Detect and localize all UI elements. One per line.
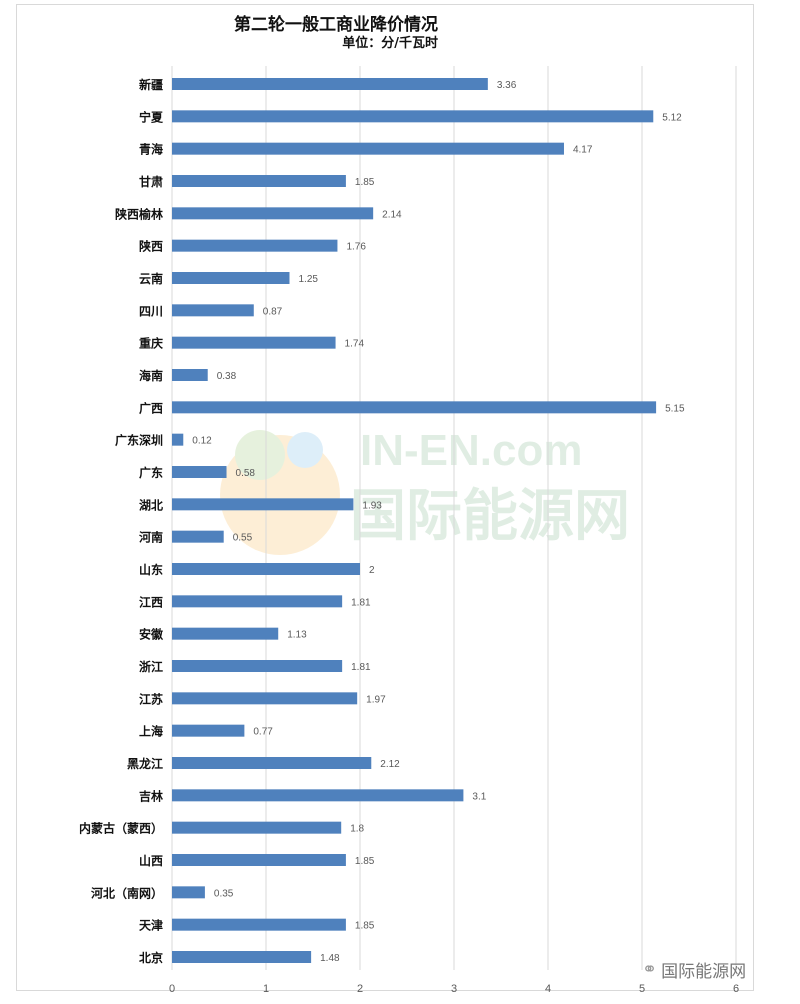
x-tick-label: 6 — [733, 983, 739, 995]
data-label: 1.76 — [346, 242, 366, 253]
category-label: 海南 — [139, 368, 163, 383]
bar — [172, 401, 657, 414]
bar — [172, 175, 346, 187]
data-label: 4.17 — [573, 145, 593, 156]
category-label: 山西 — [139, 853, 163, 868]
data-label: 2.12 — [380, 759, 400, 770]
bar — [172, 821, 342, 834]
category-label: 北京 — [139, 950, 163, 965]
category-label: 天津 — [139, 918, 163, 933]
category-label: 湖北 — [139, 497, 163, 512]
category-label: 内蒙古（蒙西） — [79, 821, 163, 836]
bar — [172, 239, 338, 252]
data-label: 0.12 — [192, 436, 212, 447]
category-label: 广东 — [139, 465, 163, 480]
data-label: 1.8 — [350, 824, 364, 835]
data-label: 1.48 — [320, 953, 340, 964]
category-label: 新疆 — [139, 77, 163, 92]
data-label: 1.81 — [351, 597, 371, 608]
data-label: 5.15 — [665, 403, 685, 414]
category-label: 吉林 — [139, 788, 163, 803]
bar — [172, 563, 360, 575]
category-label: 青海 — [139, 142, 163, 157]
bar — [172, 433, 184, 446]
data-label: 1.74 — [345, 339, 365, 350]
data-label: 1.97 — [366, 694, 386, 705]
x-tick-label: 2 — [357, 983, 363, 995]
category-label: 安徽 — [139, 627, 164, 642]
bar — [172, 660, 343, 672]
bar — [172, 498, 354, 511]
category-label: 广西 — [139, 400, 163, 415]
category-label: 上海 — [139, 724, 163, 739]
bar — [172, 951, 312, 963]
bar — [172, 466, 227, 478]
bar — [172, 627, 279, 640]
data-label: 1.85 — [355, 856, 375, 867]
bar — [172, 78, 488, 90]
data-label: 1.13 — [287, 630, 307, 641]
category-label: 重庆 — [139, 336, 163, 351]
data-label: 0.55 — [233, 533, 253, 544]
bar — [172, 304, 254, 317]
chart-frame — [16, 4, 754, 991]
x-tick-label: 1 — [263, 983, 269, 995]
category-label: 陕西榆林 — [115, 206, 163, 221]
category-label: 山东 — [139, 562, 163, 577]
category-label: 四川 — [139, 304, 163, 318]
x-tick-label: 0 — [169, 983, 175, 995]
bar — [172, 369, 208, 381]
data-label: 0.87 — [263, 306, 283, 317]
data-label: 1.25 — [299, 274, 319, 285]
chart-subtitle: 单位：分/千瓦时 — [342, 36, 438, 51]
data-label: 2 — [369, 565, 375, 576]
wechat-icon: ⚭ — [642, 959, 658, 980]
bar — [172, 854, 346, 866]
bar — [172, 207, 374, 220]
category-label: 江西 — [139, 594, 163, 609]
bar — [172, 918, 346, 931]
chart-title: 第二轮一般工商业降价情况 — [234, 15, 438, 35]
bar — [172, 886, 205, 899]
data-label: 3.36 — [497, 80, 517, 91]
category-label: 云南 — [139, 271, 163, 286]
bar — [172, 110, 654, 123]
bar — [172, 595, 343, 608]
data-label: 1.85 — [355, 177, 375, 188]
category-label: 河南 — [138, 530, 163, 545]
x-tick-label: 3 — [451, 983, 457, 995]
category-label: 河北（南网） — [90, 885, 163, 900]
bar — [172, 272, 290, 284]
data-label: 0.35 — [214, 888, 234, 899]
data-label: 0.58 — [236, 468, 256, 479]
data-label: 1.85 — [355, 921, 375, 932]
footer-brand: ⚭ 国际能源网 — [642, 957, 746, 982]
category-label: 甘肃 — [139, 174, 163, 189]
data-label: 2.14 — [382, 209, 402, 220]
category-label: 江苏 — [139, 691, 163, 706]
bar — [172, 142, 564, 155]
bar — [172, 724, 245, 737]
category-label: 陕西 — [139, 239, 163, 254]
category-label: 浙江 — [139, 659, 163, 674]
bar — [172, 692, 358, 705]
category-label: 宁夏 — [139, 109, 164, 124]
bar — [172, 757, 372, 769]
data-label: 0.77 — [253, 727, 273, 738]
x-tick-label: 5 — [639, 983, 645, 995]
bar — [172, 789, 464, 802]
data-label: 5.12 — [662, 112, 682, 123]
bar — [172, 336, 336, 349]
data-label: 3.1 — [472, 791, 486, 802]
data-label: 0.38 — [217, 371, 237, 382]
category-label: 黑龙江 — [127, 756, 163, 771]
bar — [172, 530, 224, 543]
footer-text: 国际能源网 — [661, 962, 747, 982]
data-label: 1.93 — [362, 500, 382, 511]
category-label: 广东深圳 — [115, 433, 163, 448]
x-tick-label: 4 — [545, 983, 551, 995]
data-label: 1.81 — [351, 662, 371, 673]
